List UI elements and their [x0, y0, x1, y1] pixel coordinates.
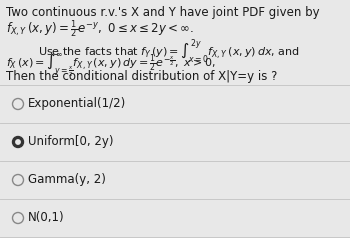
Text: Exponential(1/2): Exponential(1/2) [28, 98, 126, 110]
Text: Gamma(y, 2): Gamma(y, 2) [28, 174, 106, 187]
Text: Two continuous r.v.'s X and Y have joint PDF given by: Two continuous r.v.'s X and Y have joint… [6, 6, 320, 19]
Text: Uniform[0, 2y): Uniform[0, 2y) [28, 135, 113, 149]
Text: Use the facts that $f_Y\,(y) = \int_{x=0}^{2y} f_{X,Y}\,(x,y)\,dx$, and: Use the facts that $f_Y\,(y) = \int_{x=0… [38, 38, 300, 66]
Text: N(0,1): N(0,1) [28, 212, 65, 224]
Text: $f_{X,Y}\,(x,y) = \frac{1}{2}e^{-y},\ 0 \leq x \leq 2y < \infty.$: $f_{X,Y}\,(x,y) = \frac{1}{2}e^{-y},\ 0 … [6, 18, 194, 40]
Text: Then the conditional distribution of X|Y=y is ?: Then the conditional distribution of X|Y… [6, 70, 277, 83]
Circle shape [13, 137, 23, 148]
Text: $f_X\,(x) = \int_{y=\frac{x}{2}}^{\infty} f_{X,Y}\,(x,y)\,dy = \frac{1}{2}e^{-\f: $f_X\,(x) = \int_{y=\frac{x}{2}}^{\infty… [6, 52, 216, 79]
Circle shape [16, 140, 20, 144]
